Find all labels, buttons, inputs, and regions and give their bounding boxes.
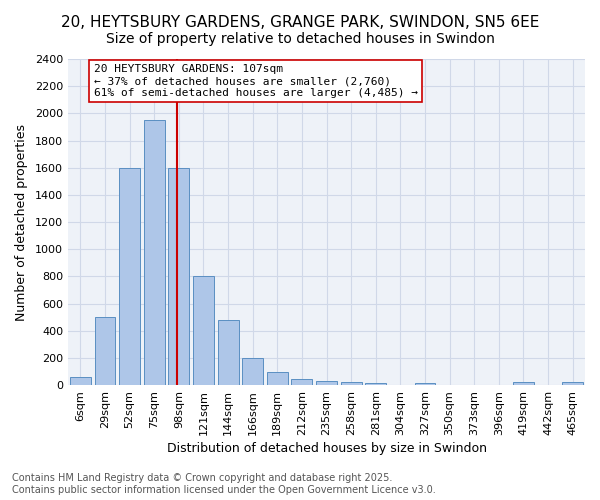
Bar xyxy=(169,168,189,385)
Text: 20, HEYTSBURY GARDENS, GRANGE PARK, SWINDON, SN5 6EE: 20, HEYTSBURY GARDENS, GRANGE PARK, SWIN… xyxy=(61,15,539,30)
Bar xyxy=(95,317,115,385)
Bar xyxy=(144,120,164,385)
Bar xyxy=(242,358,263,385)
Bar xyxy=(365,383,386,385)
X-axis label: Distribution of detached houses by size in Swindon: Distribution of detached houses by size … xyxy=(167,442,487,455)
Bar xyxy=(415,383,436,385)
Y-axis label: Number of detached properties: Number of detached properties xyxy=(15,124,28,320)
Bar xyxy=(267,372,288,385)
Bar xyxy=(341,382,362,385)
Bar xyxy=(562,382,583,385)
Text: Size of property relative to detached houses in Swindon: Size of property relative to detached ho… xyxy=(106,32,494,46)
Bar xyxy=(292,379,313,385)
Bar xyxy=(193,276,214,385)
Text: Contains HM Land Registry data © Crown copyright and database right 2025.
Contai: Contains HM Land Registry data © Crown c… xyxy=(12,474,436,495)
Text: 20 HEYTSBURY GARDENS: 107sqm
← 37% of detached houses are smaller (2,760)
61% of: 20 HEYTSBURY GARDENS: 107sqm ← 37% of de… xyxy=(94,64,418,98)
Bar xyxy=(513,382,534,385)
Bar xyxy=(218,320,239,385)
Bar xyxy=(316,381,337,385)
Bar xyxy=(119,168,140,385)
Bar xyxy=(70,377,91,385)
